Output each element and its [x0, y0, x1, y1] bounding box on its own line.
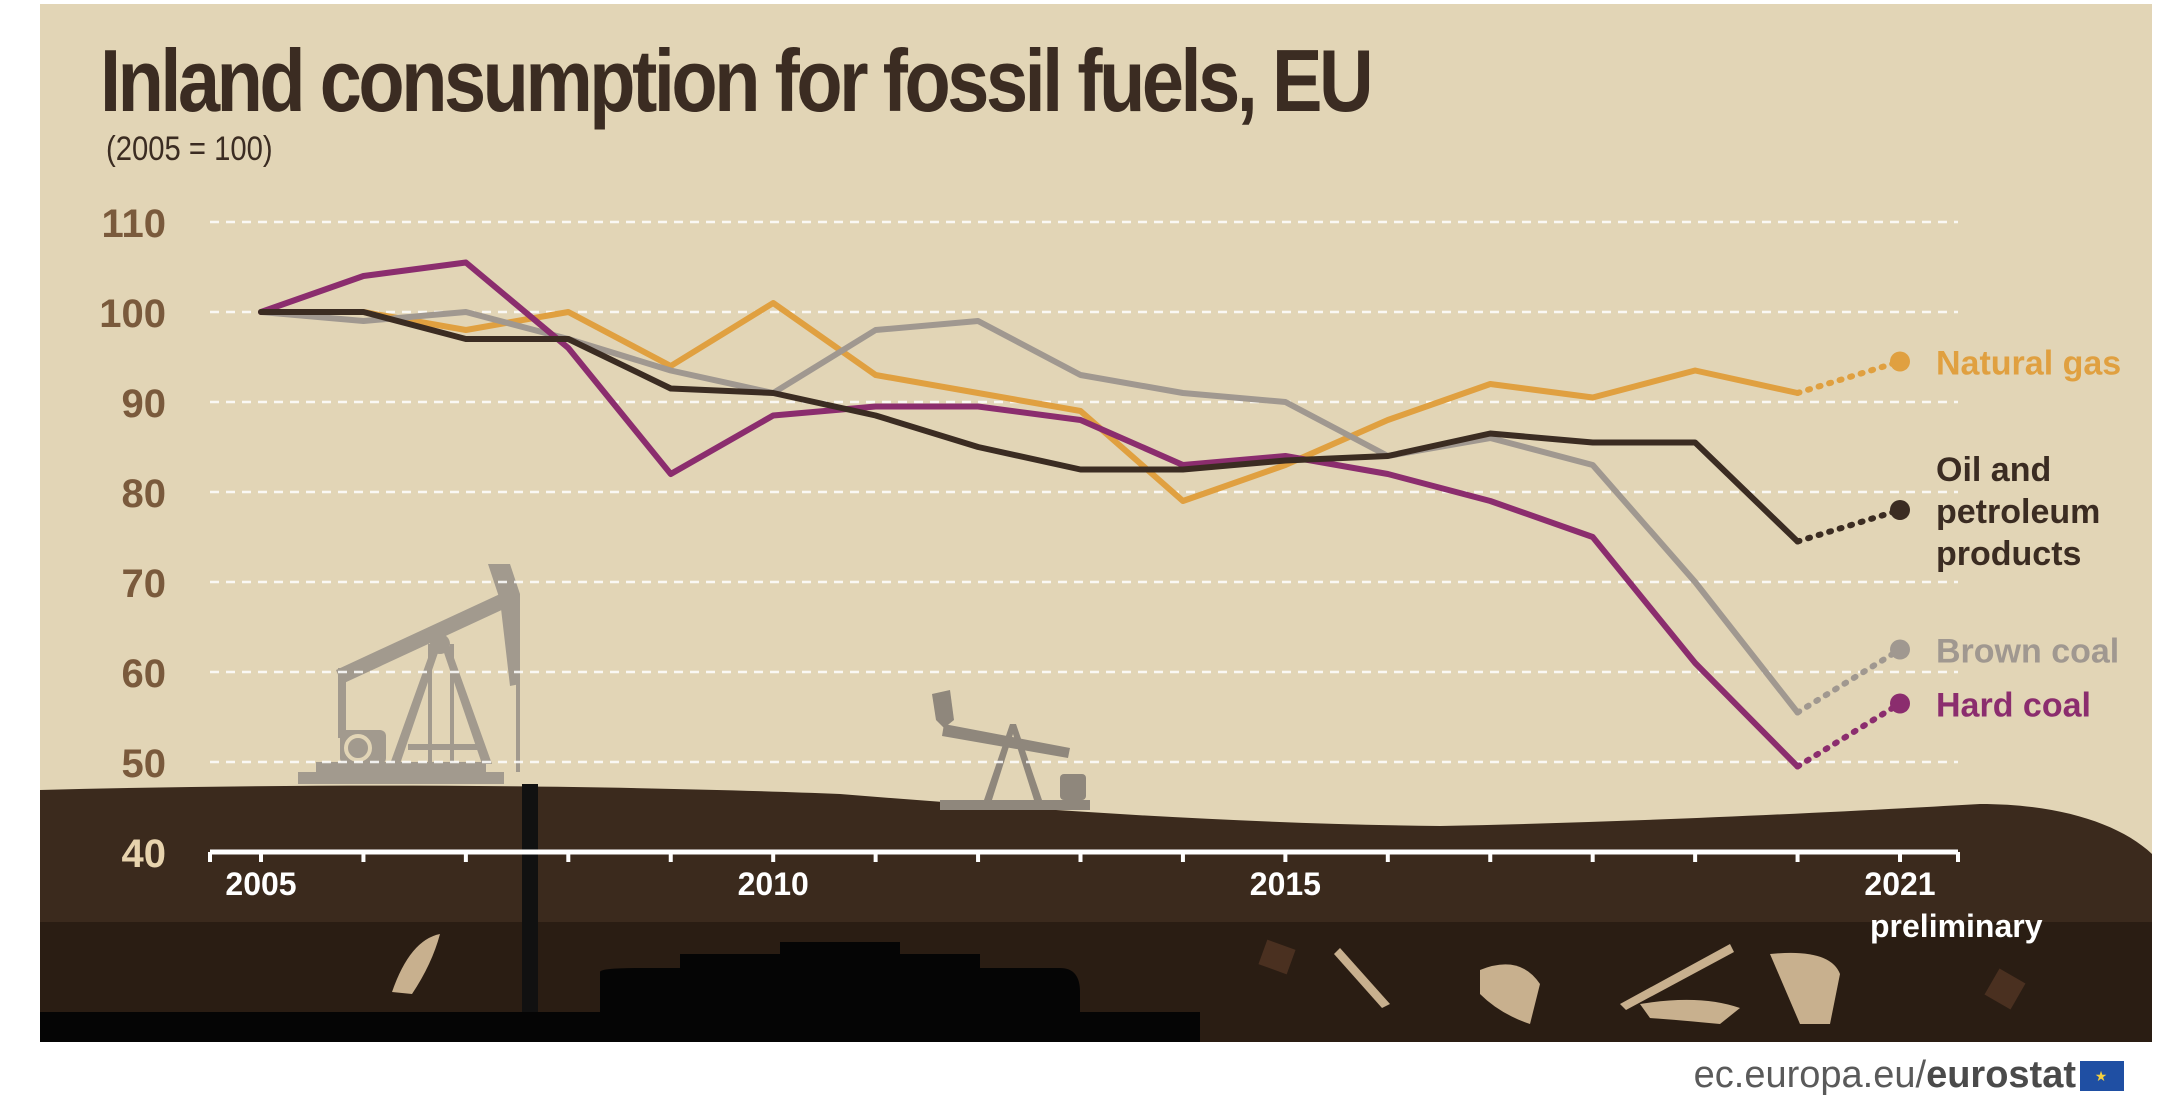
source-footer: ec.europa.eu/eurostat [1694, 1054, 2124, 1097]
series-lines [258, 259, 1910, 770]
pumpjack-small-icon [932, 690, 1090, 810]
y-axis: 40 50 60 70 80 90 100 110 [99, 202, 166, 876]
footer-site[interactable]: ec.europa.eu/ [1693, 1054, 1927, 1096]
series-line-preliminary [1794, 700, 1903, 770]
x-tick-label: 2021 [1864, 866, 1935, 902]
y-tick-label: 80 [122, 472, 167, 516]
fossil-dinosaur-icon [392, 934, 2026, 1024]
series-label-line: Natural gas [1936, 345, 2121, 383]
series-line-preliminary [1794, 507, 1903, 545]
oil-well-pipe [522, 784, 538, 1012]
series-end-point [1890, 351, 1910, 372]
series-label: Natural gas [1936, 345, 2121, 383]
x-tick-label: 2015 [1250, 866, 1321, 902]
series-label: Oil and petroleum products [1936, 451, 2100, 573]
y-tick-label: 70 [122, 562, 167, 606]
x-tick-label: 2005 [225, 866, 296, 902]
grid-lines [210, 220, 1958, 764]
line-chart: 40 50 60 70 80 90 100 110 2005 2010 2015 2021 preli… [40, 202, 2152, 1042]
series-line [258, 309, 1801, 716]
series-label-line: Brown coal [1936, 633, 2119, 671]
y-tick-label: 50 [122, 742, 167, 786]
chart-card: 40 50 60 70 80 90 100 110 2005 2010 2015 2021 preli… [40, 4, 2152, 1042]
oil-deposit [40, 942, 1200, 1042]
series-end-point [1890, 639, 1910, 660]
series-label: Brown coal [1936, 633, 2119, 671]
x-tick-sublabel: preliminary [1870, 908, 2043, 944]
y-tick-label: 90 [122, 382, 167, 426]
x-axis: 2005 2010 2015 2021 preliminary [208, 849, 2043, 944]
pumpjack-large-icon [298, 564, 520, 784]
series-labels: Natural gas Brown coal Hard coal Oil and pet… [1936, 345, 2121, 725]
chart-subtitle: (2005 = 100) [106, 130, 273, 168]
y-tick-label: 110 [101, 202, 166, 246]
series-label-line: Hard coal [1936, 687, 2091, 725]
y-tick-label: 40 [122, 832, 167, 876]
series-line [258, 259, 1801, 770]
y-tick-label: 60 [122, 652, 167, 696]
series-label-line: petroleum [1936, 493, 2100, 531]
x-tick-label: 2010 [738, 866, 809, 902]
chart-title: Inland consumption for fossil fuels, EU [100, 31, 1374, 130]
footer-brand[interactable]: eurostat [1926, 1054, 2076, 1096]
series-line [258, 300, 1801, 504]
series-line [258, 309, 1801, 545]
series-label-line: products [1936, 535, 2081, 573]
series-end-point [1890, 500, 1910, 520]
series-label-line: Oil and [1936, 451, 2051, 489]
series-label: Hard coal [1936, 687, 2091, 725]
series-end-point [1890, 693, 1910, 714]
series-line-preliminary [1794, 358, 1903, 396]
series-line-preliminary [1794, 646, 1903, 716]
eu-flag-icon [2080, 1060, 2124, 1091]
y-tick-label: 100 [99, 292, 166, 336]
